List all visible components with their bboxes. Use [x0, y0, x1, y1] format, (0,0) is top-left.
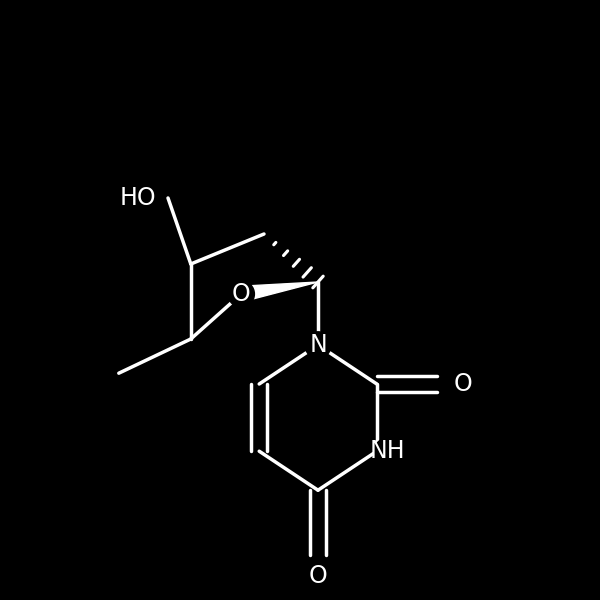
Text: N: N [309, 333, 327, 357]
Polygon shape [240, 282, 318, 302]
Circle shape [228, 281, 254, 307]
Text: NH: NH [370, 439, 406, 463]
Text: O: O [232, 282, 251, 306]
Text: O: O [308, 564, 328, 588]
Text: O: O [454, 372, 472, 396]
Circle shape [305, 332, 331, 358]
Text: HO: HO [119, 186, 156, 210]
Circle shape [374, 438, 401, 464]
